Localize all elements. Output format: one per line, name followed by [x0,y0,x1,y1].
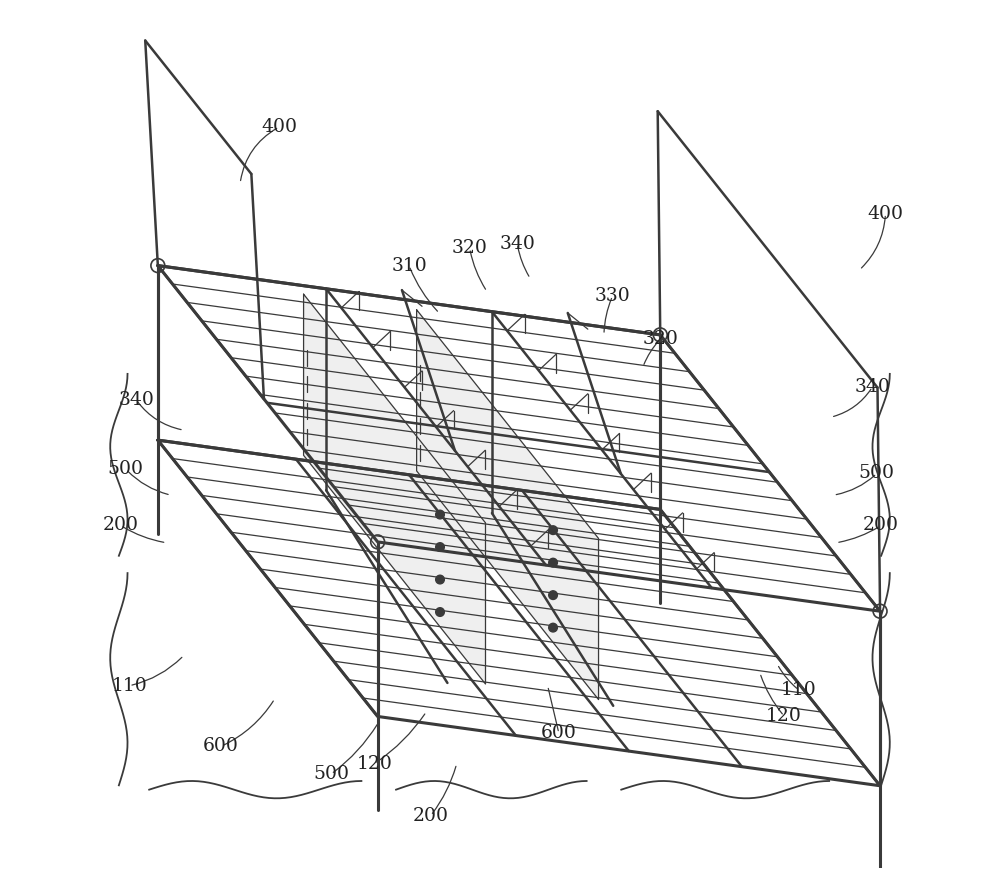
Text: 110: 110 [781,681,817,699]
Text: 110: 110 [111,677,147,694]
Circle shape [549,558,557,567]
Circle shape [549,623,557,632]
Text: 120: 120 [766,707,802,725]
Text: 200: 200 [103,516,139,534]
Text: 340: 340 [499,235,535,253]
Circle shape [436,543,444,551]
Text: 200: 200 [413,806,449,825]
Circle shape [549,526,557,534]
Circle shape [436,575,444,584]
Text: 600: 600 [541,725,577,742]
Polygon shape [304,295,485,684]
Circle shape [436,510,444,519]
Text: 310: 310 [391,256,427,275]
Text: 320: 320 [642,330,678,348]
Circle shape [549,591,557,600]
Polygon shape [417,309,599,700]
Text: 400: 400 [867,204,903,222]
Text: 330: 330 [595,287,630,305]
Text: 340: 340 [855,378,890,396]
Text: 320: 320 [452,239,488,257]
Text: 200: 200 [863,516,899,534]
Text: 500: 500 [313,765,349,783]
Text: 120: 120 [356,754,392,773]
Text: 500: 500 [859,464,895,482]
Text: 400: 400 [261,118,297,136]
Text: 600: 600 [203,737,239,755]
Text: 340: 340 [118,391,154,408]
Circle shape [436,607,444,616]
Text: 500: 500 [108,461,144,478]
